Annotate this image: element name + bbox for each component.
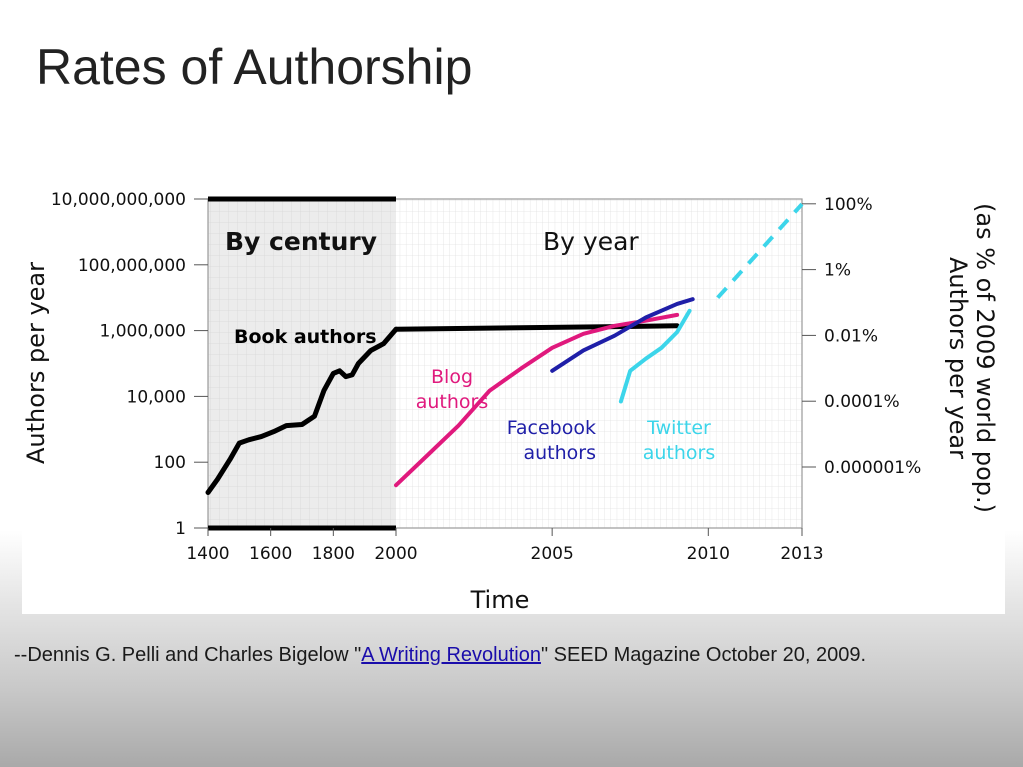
y-tick-left: 100,000,000 [78, 256, 186, 276]
y-tick-right: 0.000001% [824, 458, 921, 478]
y-tick-right: 0.0001% [824, 392, 900, 412]
slide-title: Rates of Authorship [36, 39, 473, 95]
x-tick: 2000 [374, 544, 417, 564]
right-axis-ticks: 0.000001% 0.0001% 0.01% 1% 100% [802, 195, 921, 478]
series-label-book-authors: Book authors [234, 326, 377, 348]
y-axis-label-left: Authors per year [22, 262, 50, 464]
plot-frame [207, 198, 803, 529]
authorship-chart: 1 100 10,000 1,000,000 100,000,000 10,000,000… [22, 190, 999, 614]
y-tick-right: 100% [824, 195, 873, 215]
left-axis-ticks: 1 100 10,000 1,000,000 100,000,000 10,000,000… [51, 190, 208, 539]
series-layer [205, 202, 804, 495]
caption-suffix: " SEED Magazine October 20, 2009. [540, 644, 867, 666]
y-tick-right: 1% [824, 261, 851, 281]
century-grid [208, 199, 396, 528]
x-axis-ticks: 1400 1600 1800 2000 2005 2010 2013 [186, 528, 824, 564]
y-tick-left: 1,000,000 [99, 322, 186, 342]
series-line-blog-authors-2 [394, 312, 680, 488]
series-label-twitter-authors: Twitter authors [643, 417, 716, 464]
caption-prefix: --Dennis G. Pelli and Charles Bigelow " [14, 644, 362, 666]
x-tick: 2010 [687, 544, 730, 564]
y-tick-left: 10,000 [127, 387, 186, 407]
series-line-book-authors-0 [205, 326, 399, 495]
x-tick: 2013 [780, 544, 823, 564]
x-tick: 1800 [312, 544, 355, 564]
x-tick: 1600 [249, 544, 292, 564]
x-axis-label: Time [470, 586, 530, 614]
series-label-blog-authors: Blog authors [416, 366, 489, 413]
series-line-book-authors-1 [393, 323, 680, 332]
x-tick: 2005 [531, 544, 574, 564]
series-line-twitter-authors-4 [618, 308, 692, 404]
region-label-by-year: By year [543, 227, 639, 256]
year-grid [396, 199, 802, 528]
region-label-by-century: By century [225, 227, 377, 256]
article-link[interactable]: A Writing Revolution [361, 644, 541, 666]
citation-caption: --Dennis G. Pelli and Charles Bigelow "A… [14, 640, 1004, 670]
series-line-facebook-authors-3 [550, 297, 695, 373]
y-tick-left: 10,000,000,000 [51, 190, 186, 210]
y-tick-left: 1 [175, 519, 186, 539]
series-line-projection-5 [716, 202, 804, 300]
y-tick-right: 0.01% [824, 326, 878, 346]
x-tick: 1400 [186, 544, 229, 564]
series-label-facebook-authors: Facebook authors [507, 417, 596, 464]
y-axis-label-right: Authors per year(as % of 2009 world pop.… [944, 203, 999, 513]
y-tick-left: 100 [154, 453, 186, 473]
chart-figure: 1 100 10,000 1,000,000 100,000,000 10,000,000… [22, 168, 1005, 614]
